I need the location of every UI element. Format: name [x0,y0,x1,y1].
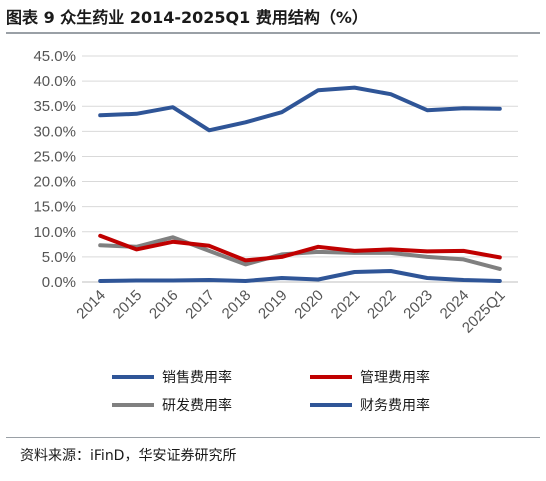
x-tick-label: 2016 [146,287,182,323]
x-tick-label: 2023 [400,287,436,323]
x-tick-label: 2014 [73,287,109,323]
figure-title: 图表 9 众生药业 2014-2025Q1 费用结构（%） [6,8,368,27]
series-line-0 [98,85,502,133]
x-tick-label: 2019 [255,287,291,323]
y-tick-label: 30.0% [33,123,76,140]
y-tick-label: 45.0% [33,48,76,65]
title-divider [6,32,540,34]
x-tick-label: 2021 [328,287,364,323]
x-tick-label: 2017 [182,287,218,323]
legend-label: 研发费用率 [162,397,232,414]
y-tick-label: 10.0% [33,224,76,241]
x-tick-label: 2022 [364,287,400,323]
x-axis-tick-labels: 2014 2015 2016 2017 2018 2019 2020 2021 2022 2023… [73,287,508,337]
x-tick-label: 2020 [291,287,327,323]
legend-label: 财务费用率 [360,397,430,414]
source-divider [6,437,540,438]
y-tick-label: 20.0% [33,174,76,191]
y-tick-label: 15.0% [33,199,76,216]
y-tick-label: 40.0% [33,73,76,90]
legend-label: 销售费用率 [162,369,232,386]
series-lines [98,85,502,283]
y-tick-label: 25.0% [33,148,76,165]
source-note: 资料来源：iFinD，华安证券研究所 [20,448,237,464]
x-tick-label: 2018 [219,287,255,323]
legend-label: 管理费用率 [360,369,430,386]
x-tick-label: 2015 [110,287,146,323]
y-axis-tick-labels: 0.0% 5.0% 10.0% 15.0% 20.0% 25.0% 30.0% 35.0% 40… [33,48,76,291]
y-tick-label: 5.0% [42,249,76,266]
y-tick-label: 35.0% [33,98,76,115]
series-line-1 [98,233,502,263]
series-line-3 [98,269,502,283]
y-tick-label: 0.0% [42,274,76,291]
